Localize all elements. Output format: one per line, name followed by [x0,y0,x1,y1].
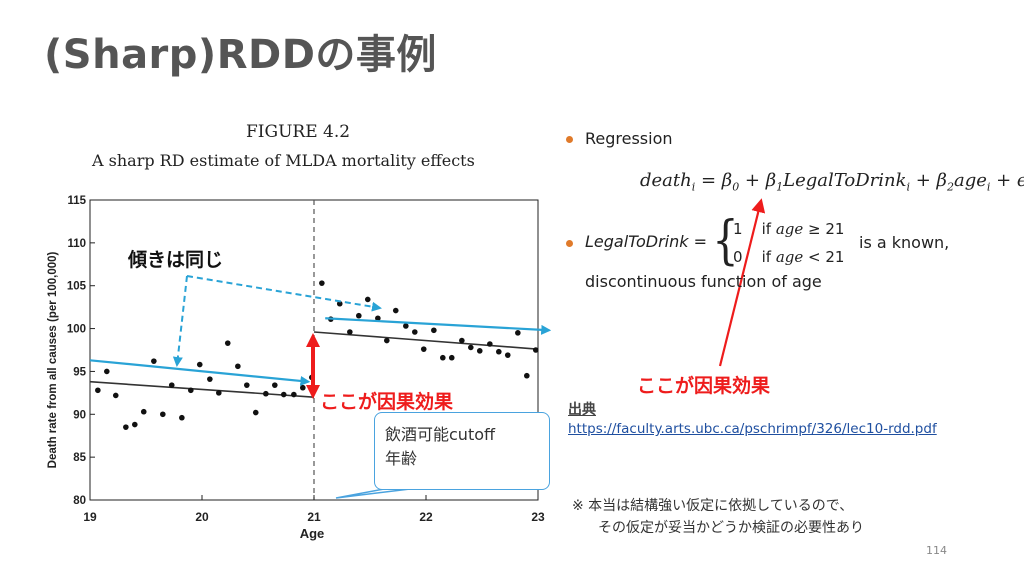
x-tick-label: 23 [531,510,545,524]
y-tick-label: 80 [73,495,86,507]
fit-line [89,380,315,398]
data-point [412,329,418,335]
note-line-2: その仮定が妥当かどうか検証の必要性あり [598,520,864,536]
slope-arrow-left [172,275,188,367]
callout-line-1: 飲酒可能cutoff [385,425,496,444]
x-tick-label: 20 [195,510,209,524]
data-point [160,411,166,418]
x-tick-label: 22 [419,510,433,524]
data-point [132,421,138,428]
fit-line [313,331,539,350]
parallel-slope-arrow [325,317,552,335]
data-point [336,300,343,307]
data-point [364,296,371,303]
causal-effect-label-equation: ここが因果効果 [637,375,771,397]
data-point [468,344,474,351]
x-tick-label: 19 [83,510,97,524]
data-point [476,348,483,354]
data-point [524,372,530,379]
data-point [252,409,259,416]
data-point [431,327,437,334]
y-tick-label: 110 [67,238,86,250]
data-point [151,358,157,364]
bullet-dot [566,240,573,247]
y-tick-label: 115 [67,195,86,207]
data-point [291,391,297,398]
data-point [347,329,353,335]
data-point [123,424,129,430]
axis-ticks: 19 20 21 22 23 80 85 90 95 100 105 110 115 [67,195,545,524]
data-point [515,330,521,336]
data-point [95,387,101,394]
cutoff-callout: 飲酒可能cutoff 年齢 [374,412,550,490]
data-point [420,346,427,352]
slope-same-label: 傾きは同じ [128,249,224,271]
data-point [272,382,278,388]
y-axis-label: Death rate from all causes (per 100,000) [47,251,59,468]
data-point [504,352,511,358]
data-point [532,347,539,353]
callout-pointer [335,488,411,499]
data-point [496,348,502,355]
data-point [140,408,147,415]
x-axis-label: Age [300,526,325,541]
data-point [224,340,231,346]
bullet-legaltodrink-dot-wrap [566,233,585,252]
assumption-note: ※ 本当は結構強い仮定に依拠しているので、 その仮定が妥当かどうか検証の必要性あ… [572,495,864,539]
y-tick-label: 100 [67,324,86,336]
data-point [235,363,241,370]
bullet-regression: Regression [566,129,673,148]
data-point [188,387,194,394]
data-point [216,390,222,396]
data-point [392,307,399,314]
data-point [207,376,213,382]
effect-pointer-arrow [718,198,766,367]
case-0: 0 if age < 21 [733,248,845,266]
source-link[interactable]: https://faculty.arts.ubc.ca/pschrimpf/32… [568,421,937,437]
data-point [384,337,390,344]
callout-line-2: 年齢 [385,449,418,468]
figure-subtitle: A sharp RD estimate of MLDA mortality ef… [92,151,475,170]
page-number: 114 [926,544,947,557]
discontinuous-text: discontinuous function of age [585,272,822,291]
data-point [403,323,409,329]
source-heading: 出典 [568,402,596,418]
data-point [319,280,325,286]
regression-equation: deathi = β0 + β1LegalToDrinki + β2agei +… [640,170,1024,194]
data-point [263,390,269,397]
data-point [179,414,185,421]
data-point [440,354,446,361]
case-1: 1 if age ≥ 21 [733,220,845,238]
note-line-1: ※ 本当は結構強い仮定に依拠しているので、 [572,498,854,514]
parallel-slope-arrow [89,359,311,386]
data-point [448,354,455,361]
data-point [244,382,250,388]
x-tick-label: 21 [307,510,321,524]
data-point [356,312,362,319]
known-text: is a known, [859,233,950,252]
data-point [375,315,381,322]
slope-arrow-right [186,275,382,312]
y-tick-label: 105 [67,281,87,293]
y-tick-label: 90 [73,409,86,421]
bullet-dot [566,136,573,143]
data-point [459,337,465,344]
y-tick-label: 95 [73,366,86,378]
data-point [168,382,175,388]
data-point [300,384,306,391]
data-point [112,392,119,399]
y-tick-label: 85 [73,452,86,464]
case-brace: { [712,211,739,271]
data-point [280,391,287,398]
causal-effect-label-chart: ここが因果効果 [320,391,454,413]
slide-title: (Sharp)RDDの事例 [44,32,437,78]
legaltodrink-label: LegalToDrink = [585,232,707,251]
data-point [196,361,203,368]
data-point [487,341,493,347]
data-point [104,368,110,375]
figure-title: FIGURE 4.2 [246,122,351,142]
bullet-regression-text: Regression [585,129,673,148]
